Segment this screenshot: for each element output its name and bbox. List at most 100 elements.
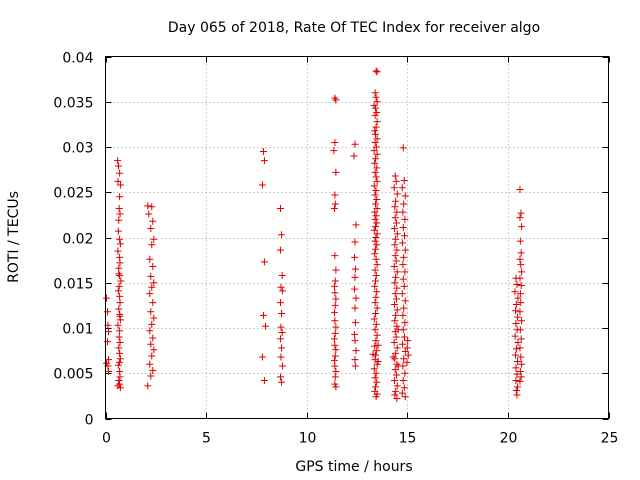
data-point xyxy=(117,181,125,189)
data-point xyxy=(392,219,400,227)
data-point xyxy=(115,205,123,213)
data-point xyxy=(351,337,359,345)
data-point xyxy=(148,283,156,291)
data-point xyxy=(331,362,339,370)
data-point xyxy=(373,150,381,158)
data-point xyxy=(372,155,380,163)
data-point xyxy=(514,338,522,346)
data-point xyxy=(278,310,286,318)
data-point xyxy=(517,209,525,217)
data-point xyxy=(371,127,379,135)
data-point xyxy=(147,224,155,232)
data-point xyxy=(115,305,123,313)
data-point xyxy=(516,326,524,334)
x-tick-label: 5 xyxy=(202,431,211,447)
data-point xyxy=(115,333,123,341)
data-point xyxy=(116,355,124,363)
x-tick-label: 20 xyxy=(500,431,518,447)
data-point xyxy=(373,177,381,185)
data-point xyxy=(146,360,154,368)
data-point xyxy=(399,144,407,152)
data-point xyxy=(145,210,153,218)
y-axis-label: ROTI / TECUs xyxy=(6,191,22,283)
grid-lines xyxy=(105,56,609,419)
data-point xyxy=(103,359,111,367)
data-point xyxy=(371,282,379,290)
data-point xyxy=(330,147,338,155)
data-point xyxy=(403,358,411,366)
data-point xyxy=(351,140,359,148)
data-point xyxy=(373,118,381,126)
data-point xyxy=(148,203,156,211)
data-point xyxy=(331,277,339,285)
data-point xyxy=(400,176,408,184)
data-point xyxy=(351,285,359,293)
data-point xyxy=(392,311,400,319)
data-point xyxy=(370,147,378,155)
data-point xyxy=(391,279,399,287)
data-point xyxy=(372,130,380,138)
data-point xyxy=(147,372,155,380)
data-point xyxy=(331,200,339,208)
data-point xyxy=(330,309,338,317)
x-tick-labels: 0 5 10 15 20 25 xyxy=(102,431,618,447)
data-point xyxy=(331,341,339,349)
data-point xyxy=(392,333,400,341)
data-point xyxy=(400,333,408,341)
data-point xyxy=(105,356,113,364)
data-point xyxy=(390,262,398,270)
data-point xyxy=(352,221,360,229)
data-point xyxy=(330,335,338,343)
data-point xyxy=(114,382,122,390)
data-point xyxy=(392,349,400,357)
data-point xyxy=(148,352,156,360)
data-point xyxy=(392,387,400,395)
data-point xyxy=(116,193,124,201)
data-point xyxy=(398,290,406,298)
data-point xyxy=(400,355,408,363)
data-point xyxy=(114,227,122,235)
data-point xyxy=(399,261,407,269)
data-point xyxy=(116,380,124,388)
data-point xyxy=(147,272,155,280)
data-point xyxy=(391,328,399,336)
data-point xyxy=(399,311,407,319)
data-point xyxy=(393,322,401,330)
data-point xyxy=(373,195,381,203)
plot-frame xyxy=(105,56,609,419)
data-point xyxy=(332,266,340,274)
data-point xyxy=(351,273,359,281)
data-point xyxy=(393,208,401,216)
data-point xyxy=(393,268,401,276)
data-point xyxy=(371,326,379,334)
data-point xyxy=(332,346,340,354)
y-tick-label: 0.005 xyxy=(53,367,93,383)
data-point xyxy=(332,96,340,104)
data-point xyxy=(351,304,359,312)
data-point xyxy=(516,274,524,282)
data-point xyxy=(373,331,381,339)
data-point xyxy=(393,284,401,292)
data-point xyxy=(331,94,339,102)
data-point xyxy=(399,326,407,334)
y-tick-label: 0.02 xyxy=(62,232,93,248)
data-point xyxy=(517,373,525,381)
data-point xyxy=(512,300,520,308)
y-tick-label: 0.01 xyxy=(62,322,93,338)
data-point xyxy=(149,299,157,307)
data-point xyxy=(331,373,339,381)
data-point xyxy=(398,389,406,397)
data-point xyxy=(374,357,382,365)
data-point xyxy=(401,369,409,377)
data-point xyxy=(372,123,380,131)
data-point xyxy=(331,138,339,146)
data-point xyxy=(114,287,122,295)
data-point xyxy=(115,282,123,290)
data-point xyxy=(372,337,380,345)
data-point xyxy=(116,312,124,320)
data-point xyxy=(277,299,285,307)
data-point xyxy=(149,262,157,270)
data-point xyxy=(400,253,408,261)
data-point xyxy=(116,327,124,335)
